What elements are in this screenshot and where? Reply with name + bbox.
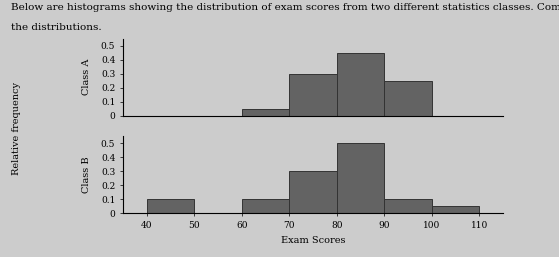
Bar	[290, 171, 337, 213]
Text: Below are histograms showing the distribution of exam scores from two different : Below are histograms showing the distrib…	[11, 3, 559, 12]
Bar	[385, 81, 432, 116]
Bar	[385, 199, 432, 213]
Bar	[146, 199, 195, 213]
Bar	[242, 109, 290, 116]
Bar	[432, 206, 479, 213]
Text: Class A: Class A	[82, 59, 91, 95]
Bar	[290, 74, 337, 116]
Bar	[242, 199, 290, 213]
X-axis label: Exam Scores: Exam Scores	[281, 235, 345, 244]
Text: Relative frequency: Relative frequency	[12, 82, 21, 175]
Text: the distributions.: the distributions.	[11, 23, 102, 32]
Bar	[337, 143, 385, 213]
Text: Class B: Class B	[82, 157, 91, 193]
Bar	[337, 53, 385, 116]
